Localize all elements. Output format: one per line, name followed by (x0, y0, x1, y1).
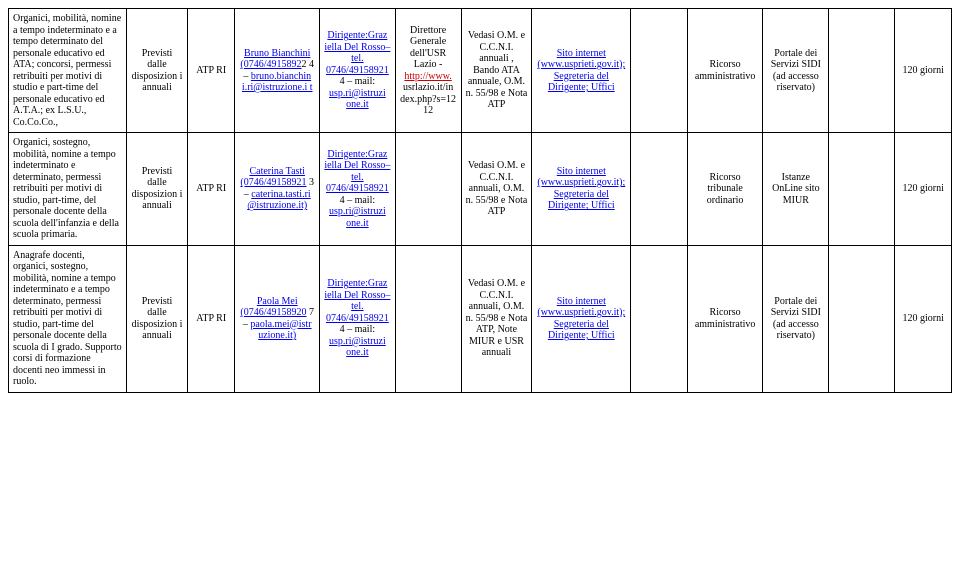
site-link[interactable]: Sito internet (www.usprieti.gov.it); (537, 296, 625, 319)
vedasi-cell: Vedasi O.M. e C.C.N.I. annuali , Bando A… (461, 9, 532, 133)
dirigente-link[interactable]: Dirigente:Graz iella Del Rosso– tel. 074… (324, 278, 390, 324)
person-link[interactable]: Paola Mei (0746/49158920 (240, 296, 306, 319)
site-link[interactable]: Sito internet (www.usprieti.gov.it); (537, 166, 625, 189)
vedasi-cell: Vedasi O.M. e C.C.N.I. annuali, O.M. n. … (461, 133, 532, 246)
giorni-cell: 120 giorni (895, 9, 952, 133)
email-link[interactable]: usp.ri@istruzi one.it (329, 206, 386, 229)
segreteria-link[interactable]: Segreteria del Dirigente; Uffici (548, 319, 615, 342)
dirigente-link[interactable]: Dirigente:Graz iella Del Rosso– tel. 074… (324, 30, 390, 76)
empty-cell (631, 9, 688, 133)
segreteria-link[interactable]: Segreteria del Dirigente; Uffici (548, 71, 615, 94)
giorni-cell: 120 giorni (895, 245, 952, 392)
portale-cell: Portale dei Servizi SIDI (ad accesso ris… (763, 245, 829, 392)
plain-text: usrlazio.it/in dex.php?s=12 12 (400, 82, 456, 116)
plain-text: 4 – mail: (340, 195, 376, 206)
table-row: Organici, mobilità, nomine a tempo indet… (9, 9, 952, 133)
direttore-cell (395, 133, 461, 246)
portale-cell: Portale dei Servizi SIDI (ad accesso ris… (763, 9, 829, 133)
plain-text: Direttore Generale dell'USR Lazio - (410, 25, 446, 71)
segreteria-link[interactable]: Segreteria del Dirigente; Uffici (548, 189, 615, 212)
site-link[interactable]: Sito internet (www.usprieti.gov.it); (537, 48, 625, 71)
email-link[interactable]: usp.ri@istruzi one.it (329, 336, 386, 359)
empty-cell (631, 245, 688, 392)
table-row: Anagrafe docenti, organici, sostegno, mo… (9, 245, 952, 392)
plain-text: 4 – mail: (340, 76, 376, 87)
description-cell: Organici, mobilità, nomine a tempo indet… (9, 9, 127, 133)
responsabile-cell: Paola Mei (0746/49158920 7 – paola.mei@i… (235, 245, 320, 392)
person-link[interactable]: Caterina Tasti (0746/49158921 (240, 166, 306, 189)
atp-cell: ATP RI (188, 133, 235, 246)
email-link[interactable]: caterina.tasti.ri @istruzione.it) (247, 189, 310, 212)
empty-cell (829, 245, 895, 392)
ricorso-cell: Ricorso amministrativo (687, 9, 762, 133)
email-link[interactable]: paola.mei@istr uzione.it) (250, 319, 311, 342)
email-link[interactable]: bruno.bianchin i.ri@istruzione.i t (242, 71, 313, 94)
atp-cell: ATP RI (188, 9, 235, 133)
url-link[interactable]: http://www. (404, 71, 451, 82)
data-table: Organici, mobilità, nomine a tempo indet… (8, 8, 952, 393)
previsti-cell: Previsti dalle disposizion i annuali (126, 133, 187, 246)
ricorso-cell: Ricorso amministrativo (687, 245, 762, 392)
dirigente-cell: Dirigente:Graz iella Del Rosso– tel. 074… (320, 133, 395, 246)
dirigente-cell: Dirigente:Graz iella Del Rosso– tel. 074… (320, 9, 395, 133)
person-link[interactable]: Bruno Bianchini (0746/4915892 (240, 48, 310, 71)
description-cell: Organici, sostegno, mobilità, nomine a t… (9, 133, 127, 246)
empty-cell (631, 133, 688, 246)
direttore-cell: Direttore Generale dell'USR Lazio - http… (395, 9, 461, 133)
responsabile-cell: Bruno Bianchini (0746/49158922 4 – bruno… (235, 9, 320, 133)
ricorso-cell: Ricorso tribunale ordinario (687, 133, 762, 246)
email-link[interactable]: usp.ri@istruzi one.it (329, 88, 386, 111)
sito-cell: Sito internet (www.usprieti.gov.it); Seg… (532, 9, 631, 133)
sito-cell: Sito internet (www.usprieti.gov.it); Seg… (532, 133, 631, 246)
previsti-cell: Previsti dalle disposizion i annuali (126, 9, 187, 133)
sito-cell: Sito internet (www.usprieti.gov.it); Seg… (532, 245, 631, 392)
table-row: Organici, sostegno, mobilità, nomine a t… (9, 133, 952, 246)
vedasi-cell: Vedasi O.M. e C.C.N.I. annuali, O.M. n. … (461, 245, 532, 392)
dirigente-link[interactable]: Dirigente:Graz iella Del Rosso– tel. 074… (324, 149, 390, 195)
empty-cell (829, 133, 895, 246)
description-cell: Anagrafe docenti, organici, sostegno, mo… (9, 245, 127, 392)
dirigente-cell: Dirigente:Graz iella Del Rosso– tel. 074… (320, 245, 395, 392)
giorni-cell: 120 giorni (895, 133, 952, 246)
portale-cell: Istanze OnLine sito MIUR (763, 133, 829, 246)
responsabile-cell: Caterina Tasti (0746/49158921 3 – cateri… (235, 133, 320, 246)
previsti-cell: Previsti dalle disposizion i annuali (126, 245, 187, 392)
atp-cell: ATP RI (188, 245, 235, 392)
direttore-cell (395, 245, 461, 392)
plain-text: 4 – mail: (340, 324, 376, 335)
empty-cell (829, 9, 895, 133)
